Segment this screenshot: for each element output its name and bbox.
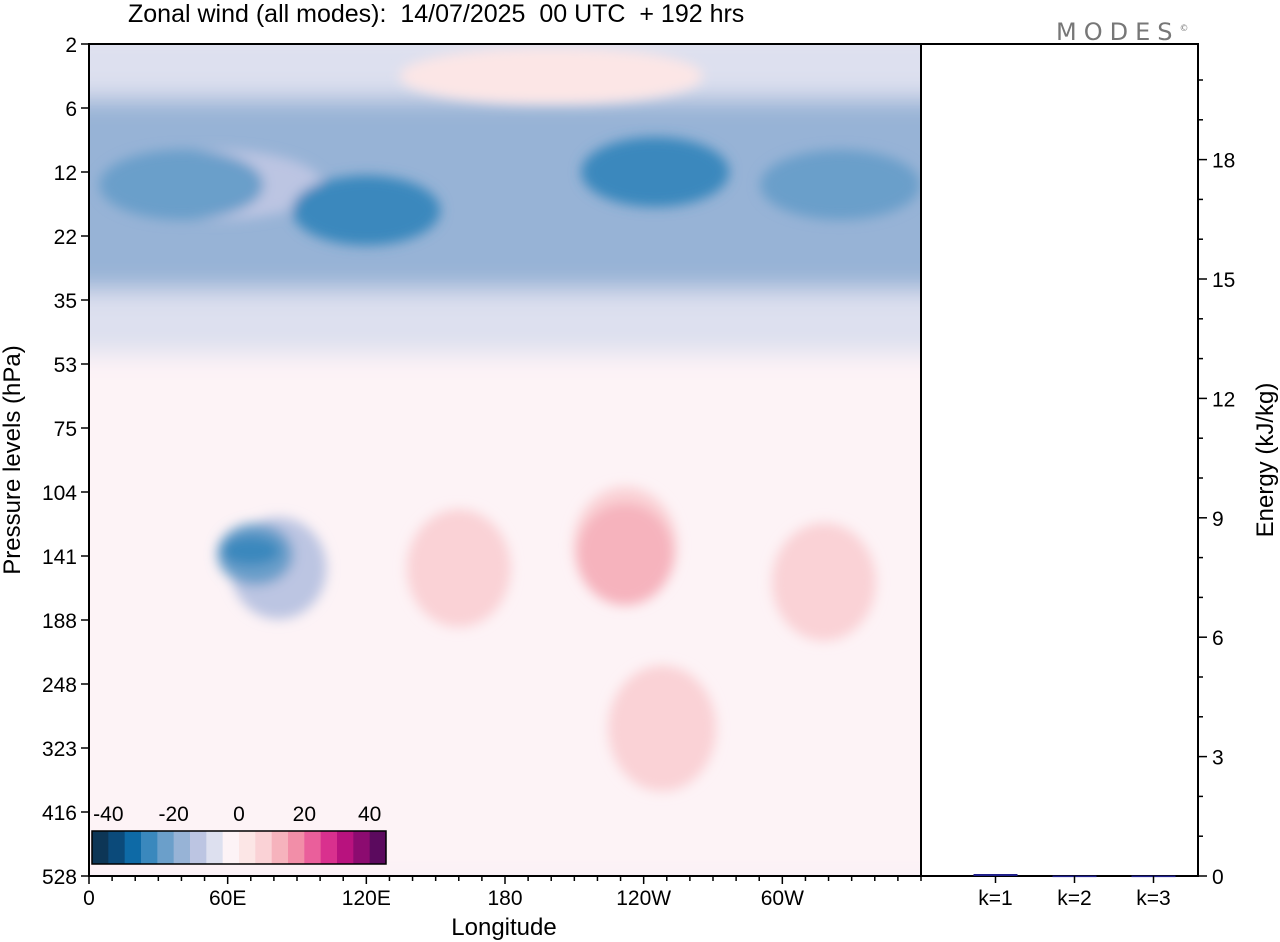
colorbar: -40 -20 0 20 40 — [91, 803, 387, 865]
y-tick-label: 22 — [54, 226, 77, 249]
wind-feature-9 — [220, 535, 281, 566]
y-axis-title: Pressure levels (hPa) — [0, 345, 26, 574]
x-tick-label: 120E — [342, 887, 391, 910]
heatmap-fields — [89, 44, 921, 876]
energy-tick-label: 12 — [1212, 388, 1235, 411]
colorbar-swatch — [141, 831, 158, 864]
colorbar-tick-label: -40 — [93, 803, 123, 826]
wind-feature-6 — [422, 48, 703, 104]
energy-tick-label: 18 — [1212, 150, 1235, 173]
energy-category-label: k=3 — [1136, 887, 1170, 910]
heatmap-panel — [88, 43, 922, 877]
brand-mark: © — [1179, 24, 1189, 34]
colorbar-tick-label: 0 — [233, 803, 245, 826]
y-tick-label: 53 — [54, 354, 77, 377]
colorbar-swatch — [304, 831, 322, 864]
colorbar-swatch — [288, 831, 305, 864]
longitude-axis: 0 60E 120E 180 120W 60W — [83, 876, 922, 910]
wind-feature-12 — [577, 503, 674, 606]
brand-text: MODES — [1056, 18, 1180, 46]
energy-category-label: k=1 — [978, 887, 1012, 910]
modes-logo: MODES© — [1056, 18, 1188, 46]
wind-feature-4 — [760, 149, 921, 220]
y-tick-label: 188 — [42, 610, 77, 633]
colorbar-swatch — [190, 831, 207, 864]
y-tick-label: 12 — [54, 162, 77, 185]
colorbar-swatch — [157, 831, 175, 864]
colorbar-tick-label: 40 — [358, 803, 381, 826]
colorbar-swatch — [108, 831, 126, 864]
wind-feature-10 — [406, 509, 511, 628]
x-tick-label: 60W — [761, 887, 804, 910]
x-tick-label: 180 — [487, 887, 522, 910]
energy-tick-label: 9 — [1212, 508, 1224, 531]
y-tick-label: 323 — [42, 738, 77, 761]
x-tick-label: 120W — [616, 887, 671, 910]
x-tick-label: 60E — [209, 887, 246, 910]
y-tick-label: 248 — [42, 674, 77, 697]
energy-tick-label: 15 — [1212, 269, 1235, 292]
y-tick-label: 6 — [65, 98, 77, 121]
colorbar-tick-label: 20 — [293, 803, 316, 826]
wind-features — [99, 48, 921, 792]
colorbar-swatch — [271, 831, 289, 864]
y-tick-label: 141 — [42, 546, 77, 569]
colorbar-swatch — [124, 831, 142, 864]
wind-feature-13 — [771, 522, 876, 641]
wind-feature-1 — [99, 149, 264, 220]
y-tick-label: 416 — [42, 802, 77, 825]
energy-tick-label: 3 — [1212, 747, 1224, 770]
energy-frame — [920, 43, 1199, 877]
energy-panel: k=1 k=2 k=3 0 3 6 9 12 15 18 Energy (kJ/kg) — [920, 43, 1279, 910]
y-tick-label: 528 — [42, 866, 77, 889]
y-tick-label: 2 — [65, 34, 77, 57]
energy-axis-title: Energy (kJ/kg) — [1252, 383, 1279, 538]
colorbar-swatch — [369, 831, 387, 864]
colorbar-swatch — [92, 831, 109, 864]
x-tick-label: 0 — [83, 887, 95, 910]
colorbar-swatch — [320, 831, 338, 864]
x-axis-title: Longitude — [451, 914, 556, 941]
energy-tick-label: 0 — [1212, 866, 1224, 889]
y-tick-label: 75 — [54, 418, 77, 441]
wind-feature-14 — [608, 665, 717, 792]
colorbar-tick-label: -20 — [158, 803, 188, 826]
y-tick-label: 35 — [54, 290, 77, 313]
colorbar-swatch — [206, 831, 224, 864]
energy-category-label: k=2 — [1057, 887, 1091, 910]
colorbar-swatch — [222, 831, 240, 864]
colorbar-swatch — [239, 831, 256, 864]
y-tick-label: 104 — [42, 482, 77, 505]
colorbar-swatch — [353, 831, 371, 864]
colorbar-swatch — [337, 831, 354, 864]
energy-axis: 0 3 6 9 12 15 18 — [1198, 79, 1235, 889]
colorbar-frame — [91, 830, 387, 865]
energy-bar-k=1 — [973, 874, 1018, 876]
colorbar-swatch — [255, 831, 273, 864]
wind-feature-3 — [581, 137, 730, 207]
energy-bars: k=1 k=2 k=3 — [973, 874, 1176, 910]
chart-title: Zonal wind (all modes): 14/07/2025 00 UT… — [128, 0, 745, 28]
colorbar-swatch — [173, 831, 191, 864]
wind-feature-2 — [292, 175, 441, 246]
energy-tick-label: 6 — [1212, 627, 1224, 650]
pressure-axis: 2 6 12 22 35 53 75 104 141 188 248 323 416 528 — [42, 34, 89, 889]
